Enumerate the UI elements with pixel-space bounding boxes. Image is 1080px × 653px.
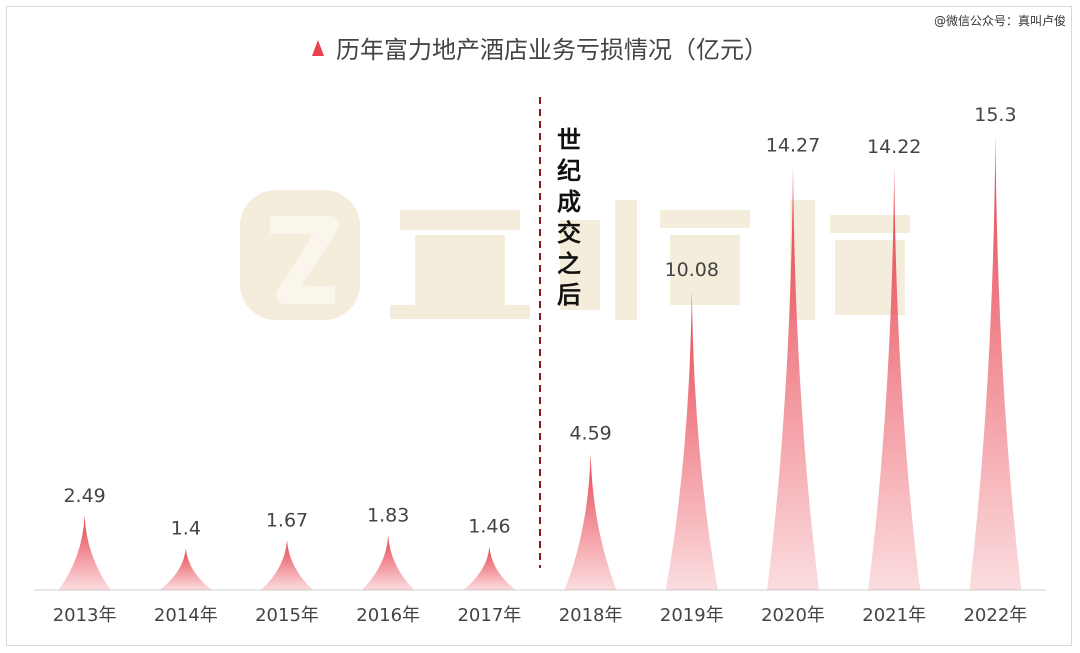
legend-marker-icon	[312, 39, 324, 56]
data-label-5: 1.46	[468, 516, 510, 538]
x-tick-label-3: 2015年	[255, 605, 319, 626]
bar-7	[665, 290, 718, 590]
x-tick-label-9: 2021年	[862, 605, 926, 626]
data-label-3: 1.67	[266, 509, 308, 531]
bar-2	[159, 548, 212, 590]
chart-header: 历年富力地产酒店业务亏损情况（亿元）	[0, 30, 1080, 65]
data-label-4: 1.83	[367, 505, 409, 527]
bar-6	[564, 453, 617, 590]
x-tick-label-6: 2018年	[559, 605, 623, 626]
x-tick-label-5: 2017年	[457, 605, 521, 626]
x-tick-label-1: 2013年	[53, 605, 117, 626]
data-label-6: 4.59	[569, 422, 611, 444]
x-tick-label-7: 2019年	[660, 605, 724, 626]
bar-8	[767, 165, 819, 590]
data-label-8: 14.27	[766, 135, 820, 157]
data-label-10: 15.3	[974, 104, 1016, 126]
x-tick-label-8: 2020年	[761, 605, 825, 626]
x-tick-label-10: 2022年	[963, 605, 1027, 626]
data-label-9: 14.22	[867, 136, 921, 158]
chart-title-row: 历年富力地产酒店业务亏损情况（亿元）	[312, 30, 768, 65]
data-label-7: 10.08	[665, 259, 719, 281]
x-tick-label-2: 2014年	[154, 605, 218, 626]
bar-1	[58, 515, 111, 590]
data-label-2: 1.4	[171, 517, 201, 539]
bar-4	[362, 535, 415, 590]
bar-10	[969, 134, 1022, 590]
credit-text: @微信公众号：真叫卢俊	[933, 14, 1066, 28]
data-label-1: 2.49	[63, 485, 105, 507]
bar-3	[261, 540, 313, 590]
x-tick-label-4: 2016年	[356, 605, 420, 626]
chart-title: 历年富力地产酒店业务亏损情况（亿元）	[336, 36, 768, 64]
bar-9	[868, 167, 921, 590]
bar-5	[463, 546, 516, 590]
annotation-text: 世纪成交之后	[557, 125, 581, 309]
